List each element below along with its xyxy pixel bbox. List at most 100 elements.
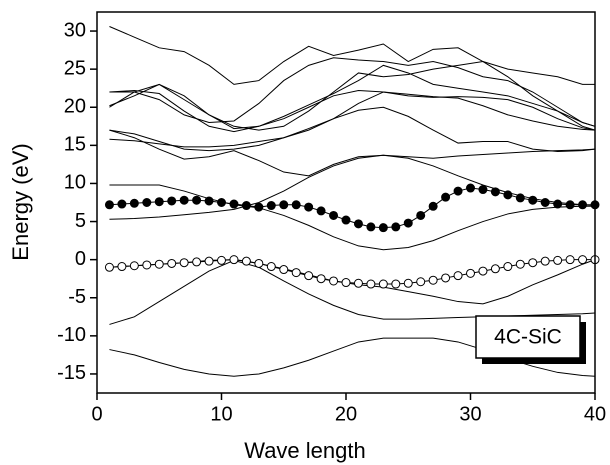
open-marker: [142, 260, 152, 270]
open-marker: [353, 278, 363, 288]
open-marker: [391, 279, 401, 289]
open-marker: [304, 271, 314, 281]
open-marker: [540, 256, 550, 266]
band-line: [109, 259, 595, 285]
x-tick-label: 0: [91, 403, 102, 425]
y-tick-label: 5: [75, 210, 86, 232]
filled-marker: [540, 198, 550, 207]
filled-marker: [279, 200, 289, 210]
filled-marker: [503, 190, 513, 200]
y-tick-label: 0: [75, 248, 86, 270]
filled-marker: [565, 200, 575, 210]
open-marker: [129, 261, 139, 271]
open-marker: [378, 279, 388, 289]
band-line: [109, 184, 595, 251]
y-tick-label: 30: [64, 19, 86, 41]
filled-marker: [528, 195, 538, 205]
open-marker: [466, 268, 475, 278]
y-tick-label: 15: [64, 134, 86, 156]
open-marker: [490, 264, 500, 274]
band-line: [109, 154, 596, 220]
x-tick-label: 20: [335, 403, 357, 425]
y-tick-label: 10: [64, 172, 86, 194]
y-tick-label: 20: [64, 96, 86, 118]
filled-marker: [453, 186, 463, 196]
filled-marker: [329, 210, 339, 220]
filled-marker: [304, 202, 314, 212]
band-line: [109, 26, 595, 85]
annotation-box: [475, 315, 581, 359]
y-tick-label: -10: [57, 324, 86, 346]
filled-marker: [192, 195, 202, 205]
open-marker: [528, 258, 538, 268]
y-tick-label: -5: [68, 286, 86, 308]
open-marker: [229, 255, 239, 265]
open-marker: [428, 275, 438, 285]
open-marker: [179, 258, 189, 268]
filled-marker: [154, 197, 164, 207]
open-marker: [578, 255, 588, 265]
filled-marker: [316, 206, 326, 216]
band-line: [109, 129, 596, 177]
open-marker: [117, 262, 127, 272]
band-line: [109, 83, 596, 131]
filled-marker: [478, 185, 488, 195]
open-marker: [266, 262, 276, 272]
filled-marker: [490, 187, 500, 197]
x-tick-label: 10: [210, 403, 232, 425]
open-marker: [291, 268, 301, 278]
band-line: [109, 61, 596, 131]
plot-frame: [96, 11, 596, 394]
filled-marker: [204, 196, 214, 206]
open-marker: [416, 277, 426, 287]
filled-marker: [266, 201, 276, 211]
filled-marker: [117, 199, 127, 209]
filled-marker: [254, 202, 264, 212]
filled-marker: [466, 183, 475, 193]
open-marker: [503, 262, 513, 272]
filled-marker: [578, 200, 588, 210]
open-marker: [329, 276, 339, 286]
open-marker: [453, 271, 463, 281]
band-line: [109, 259, 596, 325]
band-line: [109, 64, 596, 133]
filled-marker: [142, 198, 152, 207]
filled-marker: [241, 201, 251, 211]
band-line: [109, 57, 596, 127]
y-axis-label: Energy (eV): [8, 143, 33, 260]
filled-marker: [217, 198, 226, 207]
x-axis-label: Wave length: [244, 438, 365, 463]
filled-marker: [353, 219, 363, 229]
filled-marker: [229, 199, 239, 209]
filled-marker: [341, 215, 351, 225]
open-marker: [279, 265, 289, 275]
filled-marker: [391, 222, 401, 232]
open-marker: [515, 259, 525, 269]
annotation: 4C-SiC: [494, 326, 562, 349]
filled-marker: [378, 223, 388, 233]
filled-marker: [291, 200, 301, 210]
filled-marker: [515, 193, 525, 203]
open-marker: [441, 273, 451, 283]
filled-marker: [366, 222, 376, 232]
open-marker: [217, 255, 226, 265]
filled-marker: [104, 200, 114, 210]
open-marker: [316, 274, 326, 284]
open-marker: [241, 256, 251, 266]
open-marker: [565, 255, 575, 265]
open-marker: [104, 262, 114, 272]
band-line: [109, 187, 595, 229]
band-line: [109, 106, 596, 152]
filled-marker: [441, 192, 451, 202]
filled-marker: [553, 199, 563, 209]
open-marker: [204, 256, 214, 266]
open-marker: [192, 257, 202, 267]
filled-marker: [428, 201, 438, 211]
open-marker: [403, 278, 413, 288]
band-line: [109, 91, 596, 152]
filled-marker: [167, 196, 177, 206]
filled-marker: [416, 210, 426, 220]
x-tick-label: 30: [459, 403, 481, 425]
y-tick-label: 25: [64, 57, 86, 79]
